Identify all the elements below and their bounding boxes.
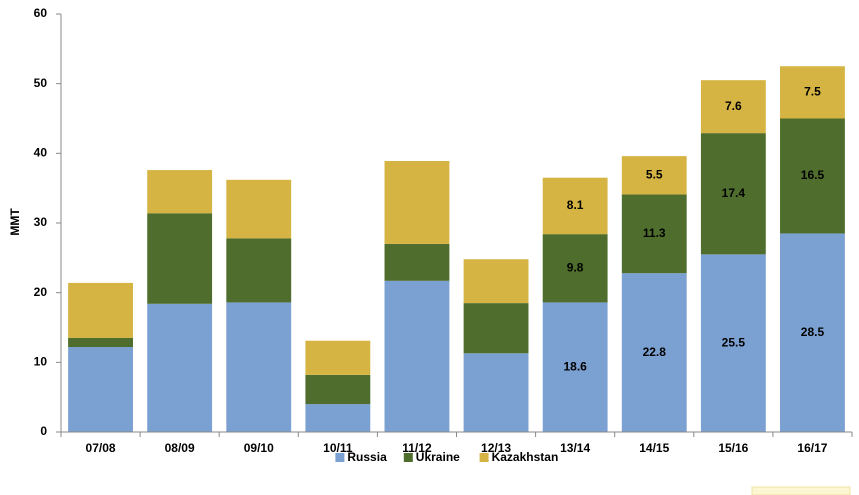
x-tick-label: 15/16 [718,441,748,455]
bar-segment [463,353,529,432]
bar-segment [700,133,766,255]
x-tick-label: 14/15 [639,441,669,455]
x-tick-label: 07/08 [86,441,116,455]
data-label: 16.5 [801,168,825,182]
data-label: 25.5 [722,335,746,349]
bar-segment [147,213,213,304]
legend-swatch [335,453,345,462]
bar-segment [463,303,529,354]
bar-segment [68,282,133,338]
data-label: 22.8 [643,345,667,359]
y-tick-label: 30 [34,215,48,229]
bar-segment [542,302,608,432]
bar-segment [384,160,450,244]
data-label: 18.6 [563,359,587,373]
x-tick-label: 09/10 [244,441,274,455]
bar-segment [780,66,845,119]
x-tick-label: 08/09 [165,441,195,455]
data-label: 8.1 [567,198,584,212]
bar-segment [226,179,292,239]
bar-segment [621,194,687,274]
note-box [751,486,851,495]
bar-segment [384,280,450,432]
bar-segment [226,238,292,303]
bar-segment [542,234,608,303]
bar-segment [700,254,766,432]
y-tick-label: 40 [34,146,48,160]
x-tick-label: 10/11 [323,441,353,455]
y-tick-label: 60 [34,6,48,20]
legend-label: Ukraine [416,450,460,464]
y-axis-label: MMT [8,208,22,236]
y-tick-label: 10 [34,355,48,369]
legend-swatch [403,453,413,462]
y-tick-label: 20 [34,285,48,299]
bar-segment [147,303,213,432]
data-label: 17.4 [722,186,746,200]
bar-segment [305,404,371,432]
data-label: 7.6 [725,99,742,113]
bar-segment [147,170,213,214]
data-label: 28.5 [801,325,825,339]
data-label: 9.8 [567,260,584,274]
legend-swatch [479,453,489,462]
bar-segment [780,233,845,432]
legend-label: Russia [347,450,387,464]
bar-segment [621,273,687,432]
x-tick-label: 13/14 [560,441,590,455]
data-label: 7.5 [804,85,821,99]
bar-segment [305,340,371,375]
data-label: 5.5 [646,167,663,181]
data-label: 11.3 [643,226,666,240]
bar-segment [226,302,292,432]
x-tick-label: 16/17 [797,441,827,455]
bar-segment [780,118,845,234]
bar-segment [542,177,608,235]
y-tick-label: 0 [40,424,47,438]
bar-segment [68,347,133,432]
bar-segment [463,259,529,304]
bar-segment [700,80,766,134]
bar-segment [68,337,133,348]
y-tick-label: 50 [34,76,48,90]
bar-segment [621,156,687,195]
bar-segment [384,243,450,281]
legend-label: Kazakhstan [492,450,559,464]
x-tick-label: 11/12 [402,441,432,455]
bar-segment [305,374,371,405]
x-tick-label: 12/13 [481,441,511,455]
